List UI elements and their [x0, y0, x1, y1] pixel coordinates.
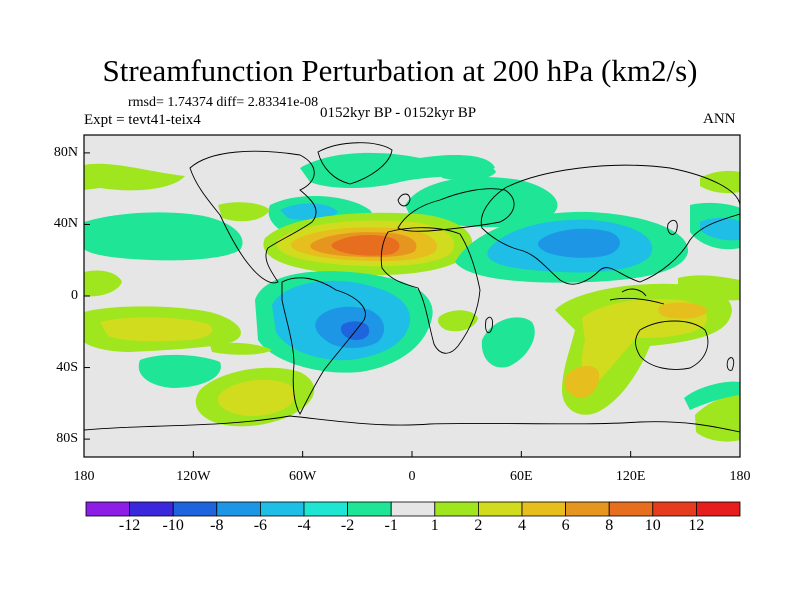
- contour-field: [84, 135, 740, 457]
- colorbar-swatch: [347, 501, 392, 517]
- experiment-label: Expt = tevt41-teix4: [84, 112, 201, 128]
- coastline-north-america: [189, 150, 317, 284]
- colorbar-label: 6: [561, 517, 570, 534]
- y-tick-label: 40S: [56, 359, 78, 375]
- coastline-madagascar: [485, 316, 493, 334]
- colorbar-swatch: [303, 501, 348, 517]
- coastlines: [84, 142, 740, 433]
- contour-neg2-epacific-east: [700, 217, 740, 241]
- colorbar-swatch: [608, 501, 654, 517]
- contour-neg-southern-east: [684, 381, 740, 410]
- coastline-indonesia: [609, 288, 665, 305]
- contour-pos2-southern-pacific: [217, 379, 296, 416]
- contour-neg-southern-pacific: [138, 354, 221, 388]
- contour-neg1-greenland: [438, 163, 496, 181]
- colorbar-label: -10: [162, 517, 184, 534]
- contour-neg6-satlantic: [340, 321, 370, 340]
- contour-neg1-npacific: [84, 212, 243, 261]
- colorbar-swatch: [129, 501, 174, 517]
- colorbar-label: 1: [430, 517, 439, 534]
- axis-ticks: [83, 152, 741, 457]
- colorbar-swatch: [172, 501, 218, 517]
- colorbar-label: 8: [605, 517, 614, 534]
- colorbar-label: -2: [340, 517, 355, 534]
- contour-pos-nw-pacific: [84, 163, 185, 191]
- contour-pos4-australia: [658, 302, 708, 319]
- colorbar-swatch: [216, 501, 261, 517]
- colorbar-swatch: [434, 501, 479, 517]
- y-tick-label: 40N: [53, 216, 78, 232]
- colorbar-swatch: [565, 501, 610, 517]
- colorbar-swatch: [390, 501, 436, 517]
- colorbar-label: 4: [518, 517, 526, 534]
- x-tick-label: 120E: [615, 469, 646, 484]
- x-tick-label: 120W: [176, 469, 211, 484]
- colorbar: [85, 501, 741, 517]
- colorbar-label: -1: [384, 517, 398, 534]
- colorbar-swatch: [521, 501, 566, 517]
- colorbar-label: -4: [297, 517, 311, 534]
- rmsd-stats: rmsd= 1.74374 diff= 2.83341e-08: [128, 95, 319, 110]
- contour-pos-ne: [700, 170, 740, 194]
- colorbar-swatch: [696, 501, 741, 517]
- coastline-japan: [667, 219, 678, 235]
- x-tick-label: 180: [729, 469, 751, 484]
- coastline-africa: [380, 227, 481, 354]
- colorbar-label: 12: [688, 517, 705, 534]
- contour-neg2-namerica: [280, 203, 338, 220]
- contour-neg4-asia: [538, 228, 620, 258]
- coastline-australia: [635, 320, 709, 370]
- contour-pos8-atlantic: [331, 234, 400, 256]
- coastline-antarctica: [84, 415, 740, 433]
- coastline-greenland: [317, 142, 393, 185]
- contour-pos-madagascar: [438, 310, 478, 332]
- colorbar-label: -8: [210, 517, 224, 534]
- contour-pos-namerica-west: [218, 202, 270, 222]
- plot-title: Streamfunction Perturbation at 200 hPa (…: [102, 53, 698, 88]
- coastline-europe: [397, 188, 515, 232]
- contour-neg1-scandinavia: [405, 177, 558, 228]
- contour-neg1-south-africa: [481, 317, 535, 368]
- x-tick-label: 60W: [289, 469, 317, 484]
- coastline-asia: [480, 164, 740, 285]
- colorbar-label: 10: [644, 517, 661, 534]
- coastline-south-america: [281, 277, 366, 415]
- season-label: ANN: [703, 111, 736, 127]
- period-label: 0152kyr BP - 0152kyr BP: [320, 105, 477, 121]
- y-tick-label: 0: [71, 288, 78, 303]
- x-tick-label: 180: [73, 469, 95, 484]
- contour-pos2-spacific-west: [100, 317, 213, 342]
- contour-pos-spacific-streamer: [210, 342, 272, 355]
- contour-pos4-southern-indian: [564, 365, 600, 398]
- colorbar-swatch: [85, 501, 130, 517]
- colorbar-swatch: [477, 501, 523, 517]
- colorbar-label: -12: [118, 517, 141, 534]
- colorbar-label: 2: [474, 517, 483, 534]
- coastline-british-isles: [397, 193, 411, 207]
- x-tick-label: 60E: [510, 469, 533, 484]
- coastline-new-zealand: [726, 357, 735, 371]
- x-tick-label: 0: [408, 469, 416, 484]
- contour-pos-tropical-west: [84, 270, 122, 297]
- y-tick-label: 80S: [56, 431, 78, 447]
- colorbar-label: -6: [253, 517, 268, 534]
- y-tick-label: 80N: [53, 144, 78, 160]
- contour-pos-tropical-east: [678, 275, 740, 301]
- contour-neg1-arctic: [300, 152, 495, 188]
- colorbar-swatch: [652, 501, 697, 517]
- colorbar-swatch: [259, 501, 305, 517]
